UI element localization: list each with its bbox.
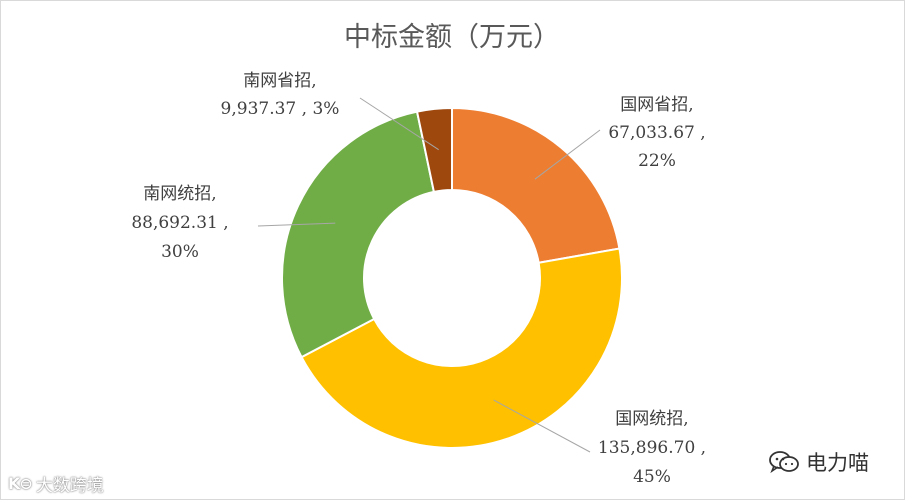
- slice-2: [300, 247, 623, 449]
- slice-4-label-line-1: 南网省招,: [243, 71, 316, 91]
- slice-1-label-line-3: 22%: [638, 151, 676, 171]
- watermark-right: 电力喵: [768, 447, 869, 477]
- chart-title: 中标金额（万元）: [344, 22, 560, 53]
- slice-3-label-line-1: 南网统招,: [143, 184, 216, 204]
- watermark-right-text: 电力喵: [806, 451, 869, 475]
- watermark-left: K⊜ 大数跨境: [8, 472, 104, 496]
- leader-line-4: [359, 97, 439, 151]
- slice-labels-group: 国网省招, 67,033.67 , 22% 国网统招, 135,896.70 , 45% 南…: [131, 71, 706, 487]
- slice-1-label-line-1: 国网省招,: [620, 95, 693, 115]
- slice-4-label-line-2: 9,937.37 , 3%: [221, 99, 340, 119]
- wechat-icon: [769, 451, 799, 474]
- leader-line-1: [534, 129, 601, 180]
- leader-line-3: [257, 222, 336, 227]
- slice-2-label-line-2: 135,896.70 ,: [598, 438, 706, 458]
- ks-logo-icon: K⊜: [8, 473, 33, 493]
- slice-3-label-line-3: 30%: [161, 242, 199, 262]
- slice-2-label-line-1: 国网统招,: [615, 409, 688, 429]
- leader-lines-group: [257, 97, 601, 453]
- slices-group: [281, 106, 623, 449]
- slice-2-label-line-3: 45%: [633, 467, 671, 487]
- slice-1: [451, 106, 621, 264]
- leader-line-2: [493, 399, 591, 453]
- watermark-left-text: 大数跨境: [35, 475, 104, 496]
- slice-1-label-line-2: 67,033.67 ,: [608, 123, 705, 143]
- slice-4: [415, 106, 453, 194]
- slice-3: [281, 110, 436, 359]
- slice-3-label-line-2: 88,692.31 ,: [131, 213, 228, 233]
